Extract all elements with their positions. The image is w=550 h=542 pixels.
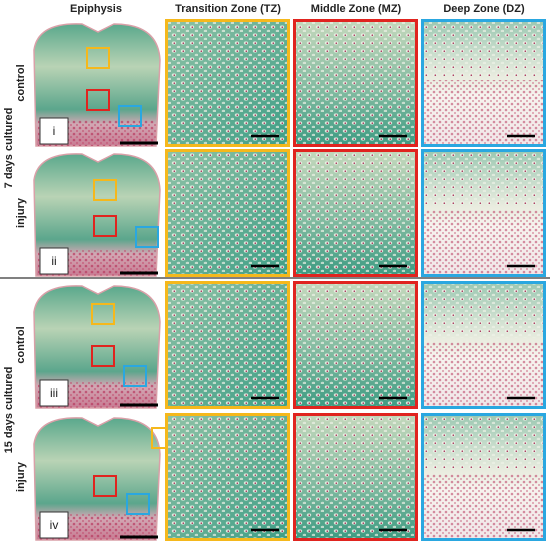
row-label: control (15, 326, 27, 363)
row-label: injury (15, 461, 27, 492)
panel-border (165, 19, 290, 147)
roi-box (91, 345, 115, 367)
column-header: Epiphysis (70, 3, 122, 15)
roi-box (93, 179, 117, 201)
panel-border (293, 413, 418, 541)
panel-label-box (39, 247, 69, 275)
panel-label-box (39, 379, 69, 407)
cell-texture (423, 283, 544, 338)
roi-box (123, 365, 147, 387)
panel-label: iii (50, 386, 58, 400)
roi-box (93, 215, 117, 237)
roi-box (118, 105, 142, 127)
panel-border (293, 281, 418, 409)
panel-border (293, 149, 418, 277)
panel-label: ii (51, 254, 56, 268)
cell-texture (423, 342, 544, 407)
cell-texture (167, 151, 288, 275)
cell-texture (295, 151, 416, 275)
cell-texture (295, 21, 416, 145)
panel-border (165, 413, 290, 541)
column-header: Deep Zone (DZ) (443, 3, 525, 15)
cell-texture (167, 283, 288, 407)
cell-texture (423, 151, 544, 206)
panel-border (421, 281, 546, 409)
panel-border (293, 19, 418, 147)
roi-box (91, 303, 115, 325)
cell-texture (167, 21, 288, 145)
panel-label: i (53, 124, 56, 138)
roi-box (126, 493, 150, 515)
roi-box (135, 226, 159, 248)
epiphysis-image (33, 417, 161, 541)
row-label: injury (15, 197, 27, 228)
column-header: Transition Zone (TZ) (175, 3, 281, 15)
panel-border (421, 19, 546, 147)
group-label: 7 days cultured (3, 108, 15, 189)
cell-texture (423, 21, 544, 76)
epiphysis-image (33, 153, 161, 277)
cell-texture (423, 210, 544, 275)
cell-texture (423, 80, 544, 145)
panel-border (421, 149, 546, 277)
panel-label-box (39, 511, 69, 539)
cell-texture (423, 415, 544, 470)
panel-border (165, 281, 290, 409)
panel-label-box (39, 117, 69, 145)
cell-texture (167, 415, 288, 539)
roi-box (86, 47, 110, 69)
roi-box (86, 89, 110, 111)
roi-box (93, 475, 117, 497)
column-header: Middle Zone (MZ) (311, 3, 402, 15)
panel-border (421, 413, 546, 541)
row-label: control (15, 64, 27, 101)
cell-texture (295, 415, 416, 539)
epiphysis-image (33, 23, 161, 147)
cell-texture (295, 283, 416, 407)
cell-texture (423, 474, 544, 539)
panel-label: iv (50, 518, 59, 532)
panel-border (165, 149, 290, 277)
group-label: 15 days cultured (3, 367, 15, 454)
